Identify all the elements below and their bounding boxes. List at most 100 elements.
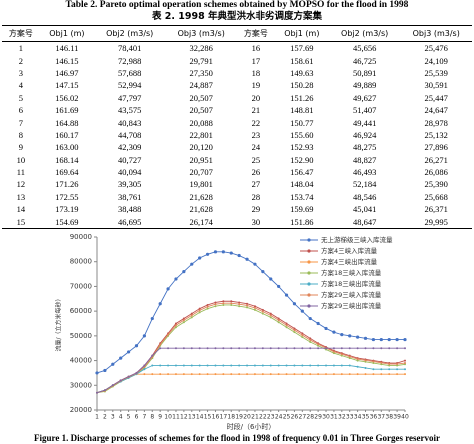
data-point (230, 300, 233, 303)
data-point (269, 314, 272, 317)
data-point (325, 364, 328, 367)
cell: 26,371 (424, 204, 448, 215)
data-point (198, 311, 201, 314)
cell: 20,120 (189, 142, 213, 153)
x-tick-label: 15 (204, 414, 212, 421)
data-point (388, 347, 391, 350)
table-subtitle: 表 2. 1998 年典型洪水非劣调度方案集 (151, 11, 323, 22)
legend-label: 方案29三峡入库流量 (321, 290, 382, 299)
cell: 148.81 (290, 105, 314, 116)
data-point (277, 364, 280, 367)
cell: 16 (251, 43, 261, 54)
data-point (364, 347, 367, 350)
data-point (126, 350, 131, 354)
cell: 24,887 (189, 80, 213, 91)
legend-label: 无上游梯级三峡入库流量 (321, 235, 393, 244)
cell: 26,086 (424, 167, 448, 178)
cell: 51,407 (352, 105, 377, 116)
cell: 26,174 (165, 215, 237, 229)
cell: 32,286 (189, 43, 213, 54)
cell: 8 (18, 129, 24, 140)
cell: 50,891 (352, 67, 377, 78)
x-tick-label: 3 (111, 414, 115, 421)
table-row: 5 156.02 47,797 20,507 20 151.26 49,627 25,447 (2, 92, 472, 104)
data-point (182, 319, 185, 322)
legend-marker (307, 293, 311, 297)
data-point (285, 324, 288, 327)
table-row: 3 146.97 57,688 27,350 18 149.63 50,891 25,539 (2, 67, 472, 79)
data-point (277, 373, 280, 376)
cell: 40,727 (118, 154, 142, 165)
x-tick-label: 16 (212, 414, 220, 421)
legend-marker (307, 271, 311, 275)
data-point (190, 312, 193, 315)
data-point (396, 373, 399, 376)
data-point (285, 373, 288, 376)
data-point (237, 253, 241, 258)
cell: 22,801 (189, 129, 213, 140)
cell: 18 (251, 67, 261, 78)
data-point (158, 302, 162, 306)
chart: 20000 30000 40000 50000 60000 70000 80000 90000… (55, 233, 409, 431)
data-point (238, 373, 241, 376)
cell: 28 (251, 191, 261, 202)
data-point (190, 316, 193, 319)
data-point (309, 341, 312, 344)
cell: 45,041 (352, 204, 377, 215)
series-line (96, 300, 406, 394)
cell: 20,088 (189, 117, 213, 128)
data-point (214, 305, 217, 308)
data-point (166, 287, 170, 291)
cell: 158.61 (290, 55, 314, 66)
data-point (221, 250, 225, 254)
data-point (348, 334, 352, 338)
cell: 25,390 (424, 179, 448, 190)
y-tick-label: 20000 (70, 406, 92, 414)
data-point (277, 317, 280, 320)
cell: 29,995 (400, 215, 472, 229)
data-point (246, 373, 249, 376)
data-point (372, 360, 375, 363)
data-point (293, 331, 296, 334)
x-tick-label: 9 (158, 414, 162, 421)
data-point (245, 257, 249, 261)
data-point (301, 332, 304, 335)
data-point (103, 389, 106, 392)
data-point (222, 300, 225, 303)
data-point (317, 343, 320, 346)
data-point (380, 361, 383, 364)
data-point (261, 312, 264, 315)
cell: 22 (251, 117, 261, 128)
cell: 24,109 (424, 55, 448, 66)
data-point (174, 373, 177, 376)
data-point (356, 335, 360, 339)
data-point (151, 354, 154, 357)
data-point (380, 373, 383, 376)
cell: 20,707 (189, 167, 213, 178)
x-tick-label: 2 (103, 414, 107, 421)
legend-marker (307, 282, 311, 286)
cell: 48,827 (352, 154, 377, 165)
data-point (269, 316, 272, 319)
cell: 15 (2, 215, 40, 229)
x-tick-label: 28 (306, 414, 314, 421)
data-point (95, 371, 99, 375)
data-point (356, 373, 359, 376)
cell: 27,896 (424, 142, 448, 153)
data-point (230, 347, 233, 350)
data-point (230, 303, 233, 306)
data-point (253, 306, 256, 309)
cell: 40,843 (118, 117, 142, 128)
cell: 72,988 (118, 55, 142, 66)
x-tick-label: 12 (180, 414, 188, 421)
data-point (309, 373, 312, 376)
data-point (356, 359, 359, 362)
table-row: 14 173.19 38,488 21,628 29 159.69 45,041 26,371 (2, 203, 472, 215)
data-point (134, 344, 139, 348)
legend-label: 方案18三峡出库流量 (321, 279, 382, 288)
cell: 20 (251, 92, 261, 103)
data-point (293, 347, 296, 350)
data-point (222, 347, 225, 350)
cell: 19,801 (189, 179, 213, 190)
data-point (222, 303, 225, 306)
